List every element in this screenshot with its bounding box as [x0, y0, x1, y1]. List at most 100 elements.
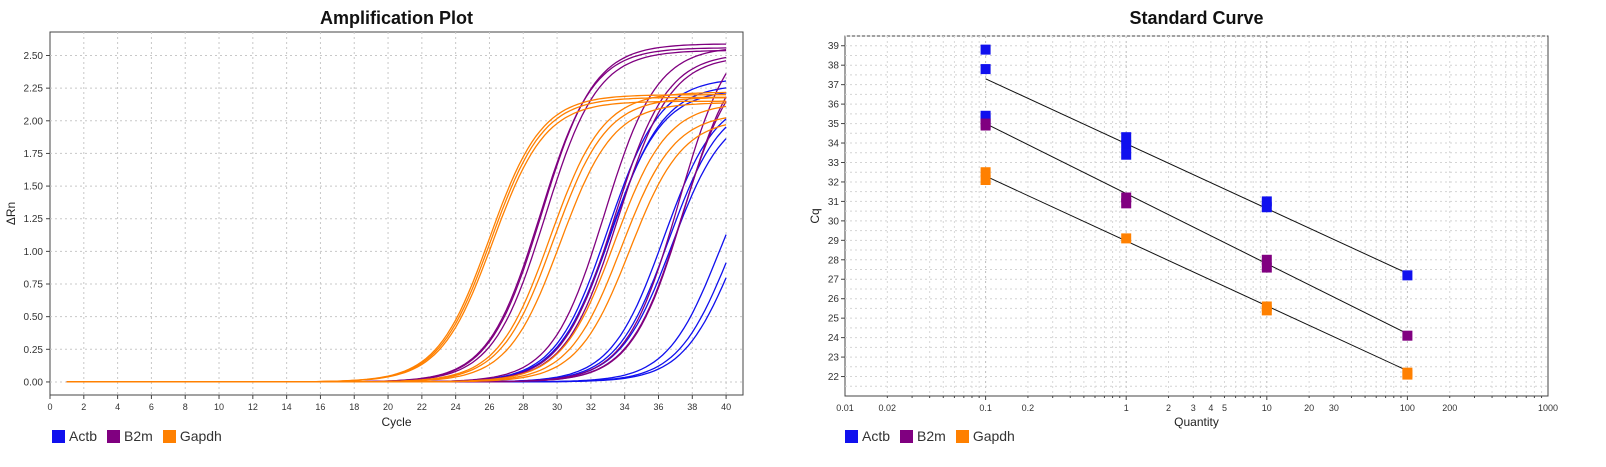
x-tick-label: 40 — [721, 402, 731, 412]
y-tick-label: 36 — [828, 100, 840, 111]
point-gapdh-0 — [980, 167, 991, 178]
x-tick-label: 6 — [149, 402, 154, 412]
x-tick-label: 16 — [315, 402, 325, 412]
x-tick-label: 34 — [620, 402, 630, 412]
amplification-plot-title: Amplification Plot — [320, 8, 473, 28]
legend-swatch-actb — [845, 429, 858, 443]
x-tick-label: 14 — [282, 402, 292, 412]
point-b2m-2 — [1121, 192, 1132, 203]
y-tick-label: 35 — [828, 119, 840, 130]
x-tick-label: 26 — [484, 402, 494, 412]
y-tick-label: 32 — [828, 177, 840, 188]
curve-gapdh-8 — [66, 124, 727, 383]
x-tick-label: 8 — [183, 402, 188, 412]
y-tick-label: 1.50 — [24, 182, 44, 193]
y-tick-label: 1.75 — [24, 149, 44, 160]
point-b2m-4 — [1261, 254, 1272, 265]
x-tick-label: 10 — [1262, 403, 1272, 413]
x-tick-label: 3 — [1191, 403, 1196, 413]
y-tick-label: 26 — [828, 294, 840, 305]
amplification-legend: Actb B2m Gapdh — [52, 428, 222, 444]
point-gapdh-1 — [980, 175, 991, 185]
amplification-curves — [66, 43, 727, 383]
legend-swatch-actb — [52, 429, 65, 443]
y-tick-label: 39 — [828, 41, 840, 52]
x-tick-label: 0 — [47, 402, 52, 412]
y-tick-label: 0.75 — [24, 280, 44, 291]
point-actb-5 — [1121, 139, 1132, 150]
legend-item-b2m: B2m — [900, 428, 946, 444]
y-tick-label: 24 — [828, 333, 840, 344]
x-tick-label: 2 — [1166, 403, 1171, 413]
y-tick-label: 34 — [828, 139, 840, 150]
standard-curve-title: Standard Curve — [1129, 8, 1264, 28]
x-tick-label: 2 — [81, 402, 86, 412]
legend-swatch-b2m — [107, 429, 121, 443]
x-tick-label: 12 — [248, 402, 258, 412]
y-tick-label: 23 — [828, 353, 840, 364]
x-tick-label: 200 — [1442, 403, 1457, 413]
fit-line-actb — [985, 78, 1408, 274]
x-tick-label: 18 — [349, 402, 359, 412]
point-b2m-6 — [1402, 330, 1413, 341]
legend-item-gapdh: Gapdh — [162, 428, 222, 444]
y-tick-label: 0.50 — [24, 312, 44, 323]
point-actb-4 — [1121, 132, 1132, 143]
y-tick-label: 2.50 — [24, 51, 44, 62]
x-tick-label: 32 — [586, 402, 596, 412]
point-actb-9 — [1402, 270, 1413, 281]
x-tick-label: 36 — [653, 402, 663, 412]
legend-label-actb: Actb — [69, 428, 98, 444]
point-gapdh-2 — [1121, 233, 1132, 244]
point-b2m-1 — [980, 120, 991, 131]
point-actb-8 — [1261, 202, 1272, 213]
standard-curve-legend: Actb B2m Gapdh — [845, 428, 1015, 444]
legend-label-b2m: B2m — [917, 428, 946, 444]
x-tick-label: 4 — [1208, 403, 1213, 413]
x-tick-label: 24 — [451, 402, 461, 412]
legend-swatch-gapdh — [162, 429, 176, 443]
x-tick-label: 0.2 — [1022, 403, 1035, 413]
legend-item-actb: Actb — [845, 428, 890, 444]
legend-swatch-gapdh — [955, 429, 969, 443]
x-tick-label: 30 — [552, 402, 562, 412]
fit-line-gapdh — [985, 175, 1408, 372]
x-tick-label: 22 — [417, 402, 427, 412]
x-tick-label: 0.01 — [836, 403, 854, 413]
y-tick-label: 2.00 — [24, 116, 44, 127]
legend-item-b2m: B2m — [107, 428, 153, 444]
x-tick-label: 38 — [687, 402, 697, 412]
x-axis-label: Quantity — [1174, 415, 1219, 429]
point-b2m-5 — [1261, 262, 1272, 273]
x-tick-label: 1000 — [1538, 403, 1558, 413]
legend-label-b2m: B2m — [124, 428, 153, 444]
x-tick-label: 1 — [1124, 403, 1129, 413]
point-gapdh-4 — [1261, 305, 1272, 316]
x-axis-label: Cycle — [381, 415, 411, 429]
legend-label-gapdh: Gapdh — [972, 428, 1015, 444]
y-axis-label: ΔRn — [4, 202, 18, 225]
point-b2m-3 — [1121, 198, 1132, 209]
y-tick-label: 2.25 — [24, 84, 44, 95]
y-tick-label: 31 — [828, 197, 840, 208]
y-tick-label: 30 — [828, 216, 840, 227]
legend-item-gapdh: Gapdh — [955, 428, 1015, 444]
legend-label-actb: Actb — [862, 428, 891, 444]
y-tick-label: 0.00 — [24, 377, 44, 388]
point-actb-6 — [1121, 149, 1132, 160]
point-gapdh-6 — [1402, 369, 1413, 380]
y-tick-label: 22 — [828, 372, 840, 383]
x-tick-label: 5 — [1222, 403, 1227, 413]
point-actb-7 — [1261, 196, 1272, 207]
x-tick-label: 0.1 — [979, 403, 992, 413]
x-tick-label: 4 — [115, 402, 120, 412]
point-actb-1 — [980, 64, 991, 75]
y-tick-label: 0.25 — [24, 345, 44, 356]
x-tick-label: 10 — [214, 402, 224, 412]
fit-line-b2m — [985, 123, 1408, 335]
x-tick-label: 20 — [383, 402, 393, 412]
x-tick-label: 0.02 — [879, 403, 897, 413]
x-tick-label: 28 — [518, 402, 528, 412]
